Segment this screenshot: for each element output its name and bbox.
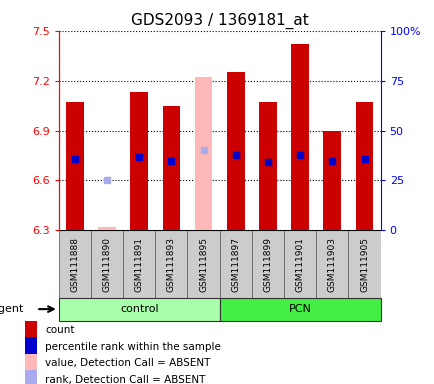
Text: GSM111895: GSM111895 — [199, 237, 207, 291]
Bar — [355, 102, 372, 230]
Bar — [259, 102, 276, 230]
Text: percentile rank within the sample: percentile rank within the sample — [45, 342, 221, 352]
Bar — [25, 337, 37, 356]
Bar — [59, 298, 219, 321]
Text: rank, Detection Call = ABSENT: rank, Detection Call = ABSENT — [45, 374, 205, 384]
Text: PCN: PCN — [288, 304, 311, 314]
Text: GSM111893: GSM111893 — [167, 237, 175, 291]
Bar — [251, 230, 283, 298]
Bar — [316, 230, 348, 298]
Bar — [155, 230, 187, 298]
Text: GSM111888: GSM111888 — [70, 237, 79, 291]
Title: GDS2093 / 1369181_at: GDS2093 / 1369181_at — [131, 13, 308, 29]
Text: GSM111891: GSM111891 — [135, 237, 143, 291]
Text: GSM111905: GSM111905 — [359, 237, 368, 291]
Bar — [123, 230, 155, 298]
Text: value, Detection Call = ABSENT: value, Detection Call = ABSENT — [45, 358, 210, 368]
Text: count: count — [45, 325, 75, 335]
Bar — [283, 230, 316, 298]
Text: GSM111901: GSM111901 — [295, 237, 304, 291]
Bar — [219, 230, 251, 298]
Bar — [291, 44, 308, 230]
Bar — [194, 77, 212, 230]
Bar — [25, 354, 37, 372]
Bar — [219, 298, 380, 321]
Bar — [91, 230, 123, 298]
Bar — [25, 370, 37, 384]
Text: GSM111903: GSM111903 — [327, 237, 336, 291]
Bar — [323, 131, 340, 230]
Bar — [130, 92, 148, 230]
Text: agent: agent — [0, 304, 23, 314]
Bar — [98, 227, 115, 230]
Bar — [162, 106, 180, 230]
Text: GSM111899: GSM111899 — [263, 237, 272, 291]
Bar — [348, 230, 380, 298]
Bar — [227, 72, 244, 230]
Bar — [59, 230, 91, 298]
Text: GSM111897: GSM111897 — [231, 237, 240, 291]
Bar — [25, 321, 37, 340]
Bar — [187, 230, 219, 298]
Text: control: control — [120, 304, 158, 314]
Text: GSM111890: GSM111890 — [102, 237, 111, 291]
Bar — [66, 102, 83, 230]
